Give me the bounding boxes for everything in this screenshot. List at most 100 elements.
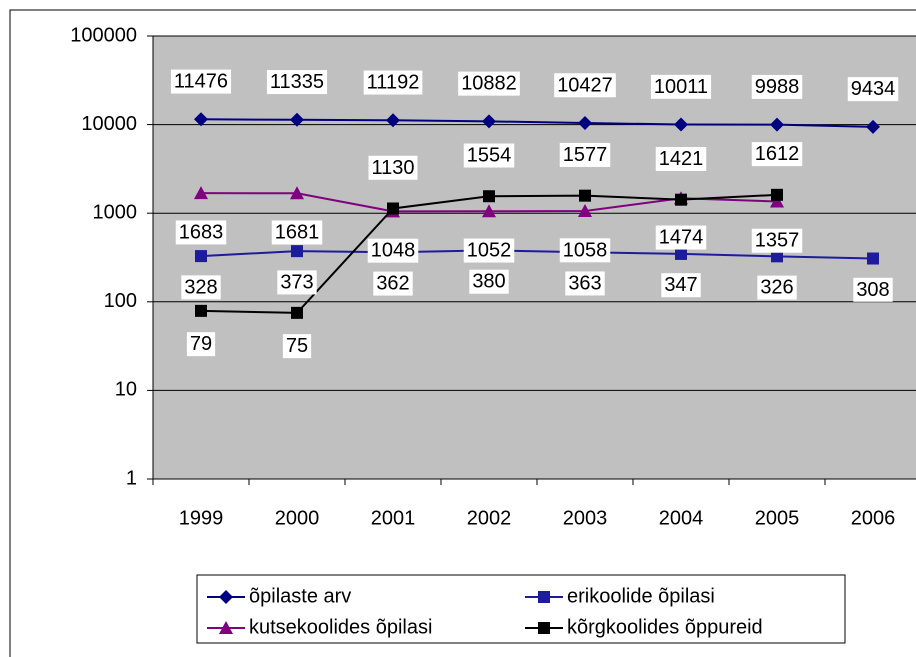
marker [538,591,550,603]
data-label-bg [565,271,605,296]
data-label-bg [175,220,227,245]
marker [866,119,880,134]
data-label-group: 11476 [170,69,232,94]
data-label: 11335 [270,71,324,93]
data-label: 362 [376,273,409,295]
data-label: 11192 [367,72,420,94]
marker [291,306,303,319]
data-label-group: 1357 [751,228,803,253]
data-label: 1554 [467,145,512,167]
marker [194,112,208,127]
x-tick-label: 2005 [755,507,800,529]
y-tick-label: 1 [126,467,137,489]
legend-label: kõrgkoolides õppureid [567,616,763,638]
marker [290,186,304,200]
data-label: 1130 [371,157,414,179]
data-label-bg [559,238,611,263]
marker [770,194,784,208]
data-label-group: 1612 [751,142,803,167]
data-label-group: 11192 [363,70,423,95]
data-label-group: 373 [277,270,317,295]
data-label-bg [367,238,419,263]
x-tick-label: 2006 [851,507,896,529]
data-label-bg [170,69,232,94]
marker [675,193,687,206]
y-tick-label: 10 [115,379,137,401]
data-label-bg [751,142,803,167]
y-tick-label: 10000 [81,113,137,135]
data-label-group: 10882 [458,71,520,96]
data-label-group: 362 [373,271,413,296]
data-label-group: 326 [757,275,797,300]
marker [771,188,783,201]
data-label-bg [181,275,221,300]
data-label: 347 [664,274,697,296]
data-label: 328 [184,276,217,298]
data-label-group: 308 [853,277,893,302]
x-tick-label: 2001 [371,507,416,529]
data-label-group: 1130 [368,155,418,180]
marker [771,250,783,263]
data-label: 1681 [275,221,320,243]
series-line [200,118,874,128]
data-label-bg [463,143,515,168]
data-label-group: 1554 [463,143,515,168]
marker [195,304,207,317]
data-label-bg [559,142,611,167]
data-label: 9988 [755,76,800,98]
data-label-group: 1474 [655,225,707,250]
data-label-group: 1577 [559,142,611,167]
marker [195,250,207,263]
data-label: 1474 [659,227,704,249]
data-label-group: 1058 [559,238,611,263]
marker [482,204,496,218]
data-label-bg [650,74,712,99]
data-label-bg [751,228,803,253]
marker [675,247,687,260]
data-label: 79 [190,333,212,355]
data-label-bg [847,77,899,102]
legend [196,574,846,644]
data-label-group: 1048 [367,238,419,263]
marker [578,115,592,130]
data-label: 1357 [755,230,800,252]
y-tick-label: 100000 [70,24,137,46]
y-tick-label: 1000 [93,201,138,223]
data-label-group: 9988 [751,74,803,99]
data-label-bg [554,73,616,98]
data-label-bg [277,270,317,295]
data-label-bg [266,70,328,95]
data-label: 1683 [179,221,224,243]
data-label-group: 75 [282,334,312,359]
data-label-bg [363,70,423,95]
data-label-bg [368,155,418,180]
data-label-bg [463,238,515,263]
data-label-bg [282,334,312,359]
marker [578,204,592,218]
data-label-group: 1052 [463,238,515,263]
data-label: 11476 [174,71,228,93]
data-label: 308 [856,279,889,301]
legend-label: õpilaste arv [249,585,351,607]
x-tick-label: 2004 [659,507,704,529]
x-tick-label: 2002 [467,507,512,529]
data-label-group: 11335 [266,70,328,95]
series-line [200,249,874,260]
marker [194,186,208,200]
data-label-bg [373,271,413,296]
data-label: 326 [760,277,793,299]
marker [291,245,303,258]
data-label: 9434 [851,78,896,100]
data-label: 363 [568,272,601,294]
data-label-group: 1681 [271,220,323,245]
data-label-group: 1421 [655,146,707,171]
data-label: 10011 [654,76,708,98]
marker [867,252,879,265]
marker [290,112,304,127]
data-label-group: 1683 [175,220,227,245]
data-label: 1058 [563,239,608,261]
data-label-group: 10011 [650,74,712,99]
marker [579,189,591,202]
data-label-bg [853,277,893,302]
